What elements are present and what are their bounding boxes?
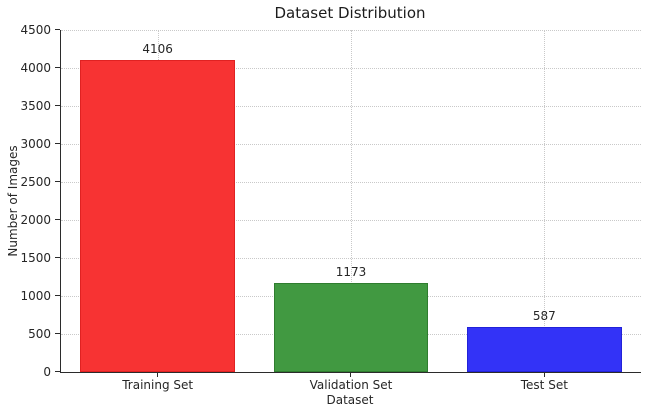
y-tick-label: 1000 [20,289,51,303]
y-tick-mark [55,181,60,183]
bar-value-label: 4106 [142,41,173,56]
y-tick-label: 500 [28,326,51,341]
plot-area: 0 500 1000 1500 2000 2500 3000 3500 4000 4500 4106… [20,23,641,392]
x-tick-mark [156,372,158,377]
y-tick-label: 0 [43,365,51,379]
y-tick-mark [55,143,60,145]
y-tick-mark [55,29,60,31]
y-tick-label: 2000 [20,213,51,227]
bar-training-set [80,59,235,372]
y-tick-label: 2500 [20,174,51,189]
y-tick-label: 4500 [20,23,51,37]
y-tick-mark [55,257,60,259]
x-tick-label: Training Set [122,378,194,392]
bar-value-label: 1173 [335,264,367,279]
bar-test-set [467,327,622,372]
y-tick-label: 3500 [20,98,51,113]
y-tick-mark [55,105,60,107]
x-tick-mark [350,372,352,377]
y-tick-mark [55,219,60,221]
x-axis-label: Dataset [326,393,374,407]
y-tick-mark [55,67,60,69]
x-tick-label: Validation Set [309,378,393,392]
y-tick-mark [55,371,60,373]
vertical-gridline [544,30,546,372]
y-tick-label: 3000 [20,136,51,151]
x-tick-mark [543,372,545,377]
chart-title: Dataset Distribution [274,4,426,22]
bar-validation-set [273,282,429,372]
y-tick-mark [55,333,60,335]
y-tick-mark [55,295,60,297]
vertical-gridline [351,30,352,372]
y-axis-label: Number of Images [6,145,20,257]
bar-value-label: 587 [532,309,556,324]
y-tick-label: 1500 [20,250,51,265]
x-tick-label: Test Set [520,378,568,392]
y-tick-label: 4000 [20,60,51,75]
